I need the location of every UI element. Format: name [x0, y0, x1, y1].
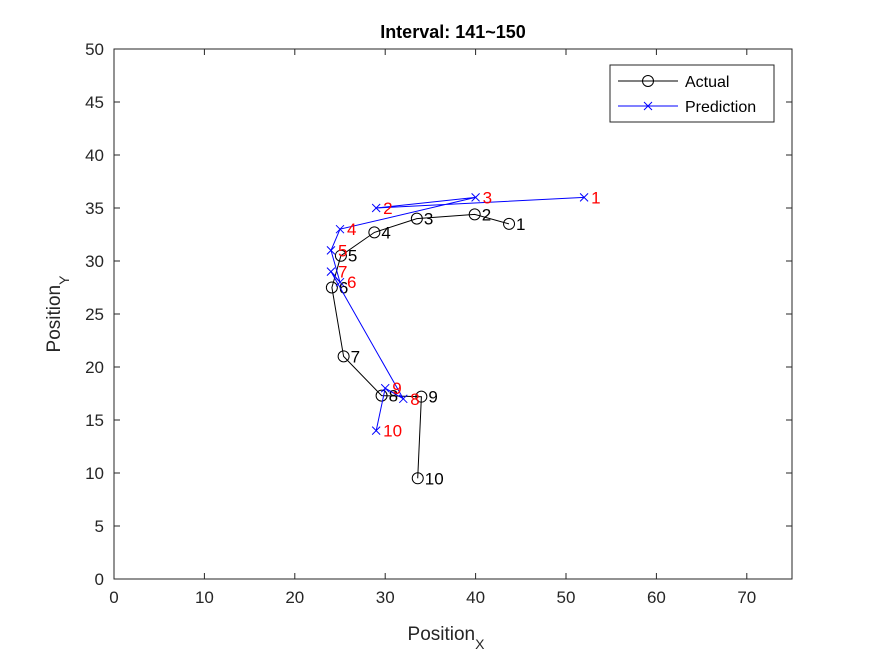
- y-tick-label: 25: [85, 305, 104, 324]
- prediction-point-marker: [335, 224, 345, 234]
- prediction-marker-stroke: [579, 193, 589, 202]
- prediction-marker-stroke: [371, 203, 381, 213]
- y-tick-label: 20: [85, 358, 104, 377]
- prediction-point-label: 10: [383, 422, 402, 441]
- prediction-point-label: 4: [347, 220, 356, 239]
- x-tick-label: 60: [647, 588, 666, 607]
- y-tick-label: 10: [85, 464, 104, 483]
- x-axis-title-main: Position: [408, 624, 476, 645]
- y-axis-title-main: Position: [44, 285, 65, 353]
- legend-prediction-marker: [643, 101, 653, 111]
- actual-point-marker: [411, 472, 424, 485]
- prediction-point-marker: [579, 193, 589, 202]
- prediction-point-label: 3: [483, 188, 492, 207]
- actual-point-label: 3: [424, 210, 433, 229]
- actual-point-marker: [337, 350, 350, 363]
- prediction-point-marker: [335, 277, 345, 287]
- y-tick-label: 45: [85, 93, 104, 112]
- plot-area: [114, 49, 792, 579]
- prediction-point-marker: [371, 203, 381, 213]
- legend-prediction-label: Prediction: [685, 99, 756, 116]
- actual-point-label: 9: [428, 388, 437, 407]
- prediction-point-marker: [380, 383, 390, 393]
- actual-point-marker: [334, 249, 347, 262]
- prediction-point-label: 6: [347, 273, 356, 292]
- x-axis-title-subscript: X: [475, 636, 485, 652]
- y-tick-label: 0: [95, 570, 104, 589]
- actual-point-label: 8: [389, 387, 398, 406]
- prediction-point-marker: [371, 426, 381, 435]
- x-tick-label: 50: [557, 588, 576, 607]
- prediction-point-label: 2: [383, 199, 392, 218]
- y-tick-label: 50: [85, 40, 104, 59]
- actual-point-marker: [325, 281, 338, 294]
- y-tick-label: 15: [85, 411, 104, 430]
- y-tick-label: 30: [85, 252, 104, 271]
- prediction-point-marker: [326, 267, 336, 276]
- prediction-point-marker: [398, 394, 408, 404]
- x-tick-label: 0: [109, 588, 118, 607]
- prediction-marker-stroke: [380, 383, 390, 393]
- prediction-marker-stroke: [398, 394, 408, 404]
- prediction-series-line: [330, 196, 585, 431]
- actual-point-marker: [368, 226, 381, 239]
- prediction-marker-stroke: [335, 277, 345, 287]
- prediction-point-label: 8: [410, 390, 419, 409]
- prediction-point-label: 9: [392, 379, 401, 398]
- chart-title: Interval: 141~150: [380, 22, 526, 42]
- actual-point-label: 5: [348, 247, 357, 266]
- prediction-marker-stroke: [326, 246, 336, 255]
- prediction-marker-stroke: [326, 267, 336, 276]
- y-tick-label: 35: [85, 199, 104, 218]
- prediction-marker-stroke: [371, 426, 381, 435]
- y-tick-label: 40: [85, 146, 104, 165]
- x-tick-label: 30: [376, 588, 395, 607]
- prediction-point-label: 5: [338, 241, 347, 260]
- actual-point-marker: [468, 208, 481, 221]
- legend-actual-marker: [642, 75, 654, 87]
- actual-point-label: 10: [425, 469, 444, 488]
- x-tick-label: 20: [285, 588, 304, 607]
- actual-point-label: 4: [381, 223, 390, 242]
- prediction-marker-stroke: [471, 193, 480, 202]
- actual-point-marker: [415, 390, 428, 403]
- x-tick-label: 40: [466, 588, 485, 607]
- actual-point-label: 1: [516, 215, 525, 234]
- legend-marker-stroke: [643, 101, 653, 111]
- prediction-point-marker: [326, 246, 336, 255]
- y-axis-title: PositionY: [44, 275, 72, 353]
- prediction-marker-stroke: [335, 224, 345, 234]
- actual-point-label: 2: [482, 205, 491, 224]
- y-tick-label: 5: [95, 517, 104, 536]
- prediction-point-label: 1: [591, 188, 600, 207]
- actual-point-label: 6: [339, 279, 348, 298]
- x-tick-label: 10: [195, 588, 214, 607]
- actual-point-marker: [375, 389, 388, 402]
- x-axis-title: PositionX: [408, 624, 486, 652]
- legend-box: [609, 64, 775, 123]
- x-tick-label: 70: [737, 588, 756, 607]
- prediction-point-label: 7: [338, 263, 347, 282]
- actual-point-marker: [410, 212, 423, 225]
- y-axis-title-subscript: Y: [56, 275, 72, 285]
- actual-point-label: 7: [351, 347, 360, 366]
- prediction-point-marker: [471, 193, 480, 202]
- legend-actual-label: Actual: [685, 74, 729, 91]
- actual-point-marker: [503, 217, 516, 230]
- legend: Actual Prediction: [609, 64, 775, 123]
